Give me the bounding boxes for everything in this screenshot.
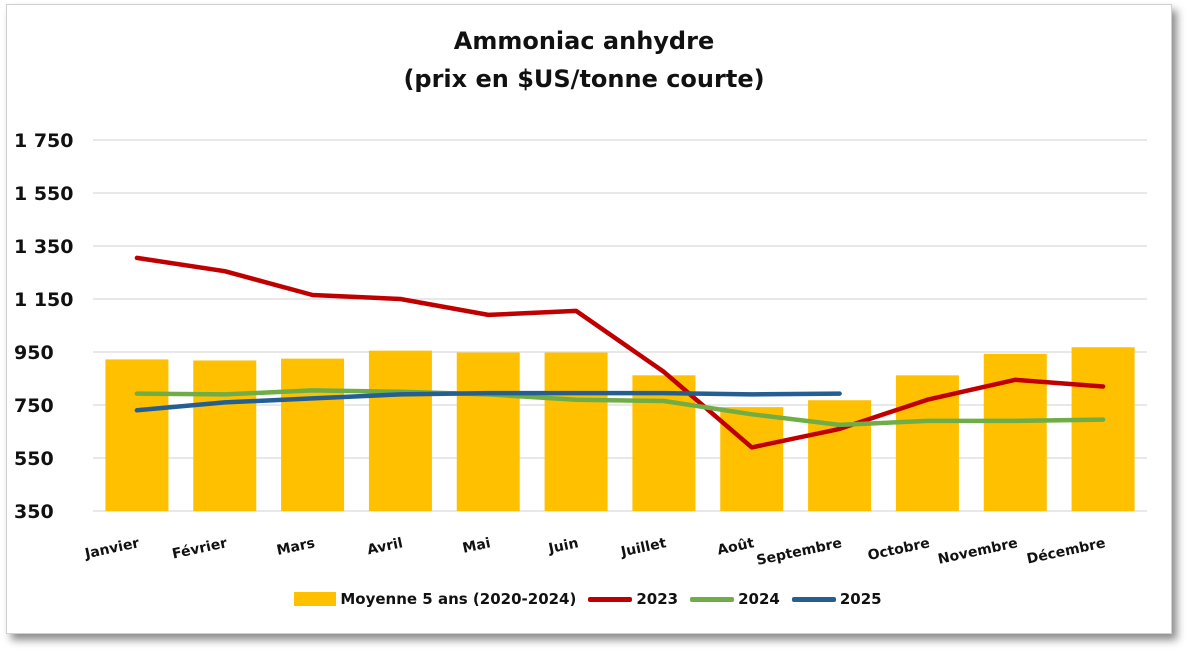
x-axis-labels: Janvier Février Mars Avril Mai Juin Juillet Aoû… — [83, 535, 1107, 569]
bar — [544, 352, 608, 511]
bar — [456, 352, 520, 511]
legend-swatch-average — [294, 592, 337, 606]
x-tick-label: Mars — [275, 535, 316, 559]
legend-label-2025: 2025 — [839, 590, 882, 608]
bar — [368, 350, 432, 511]
x-tick-label: Septembre — [755, 535, 843, 569]
legend-item-2025: 2025 — [791, 590, 882, 608]
y-tick-label: 550 — [14, 448, 54, 470]
x-tick-label: Mai — [461, 535, 492, 557]
chart-title-line-1: Ammoniac anhydre — [453, 27, 715, 55]
y-tick-label: 1 750 — [14, 130, 74, 152]
legend-item-2024: 2024 — [690, 590, 780, 608]
y-tick-label: 350 — [14, 501, 54, 523]
bar — [193, 360, 257, 511]
bar — [1071, 347, 1135, 511]
legend-swatch-2024 — [690, 596, 735, 602]
x-tick-label: Janvier — [83, 535, 141, 562]
series-lines — [134, 255, 1106, 450]
legend-item-2023: 2023 — [588, 590, 678, 608]
x-tick-label: Août — [716, 535, 756, 558]
x-tick-label: Décembre — [1025, 535, 1107, 567]
y-tick-label: 950 — [14, 342, 54, 364]
bar — [281, 358, 345, 511]
x-tick-label: Novembre — [937, 535, 1020, 567]
y-axis-labels: 1 750 1 550 1 350 1 150 950 750 550 350 — [14, 130, 74, 523]
y-tick-label: 1 350 — [14, 236, 74, 258]
legend-swatch-2025 — [791, 596, 836, 602]
bar — [720, 407, 784, 511]
y-tick-label: 1 550 — [14, 183, 74, 205]
x-tick-label: Février — [171, 535, 229, 562]
y-tick-label: 750 — [14, 395, 54, 417]
bar — [983, 353, 1047, 511]
x-tick-label: Avril — [366, 535, 405, 558]
bar — [632, 375, 696, 511]
chart-title: Ammoniac anhydre (prix en $US/tonne cour… — [0, 22, 1168, 98]
x-tick-label: Juin — [546, 535, 580, 557]
series-line-2024 — [134, 388, 1106, 428]
legend-label-average: Moyenne 5 ans (2020-2024) — [340, 590, 577, 608]
legend-label-2023: 2023 — [636, 590, 679, 608]
legend-swatch-2023 — [588, 596, 633, 602]
x-tick-label: Octobre — [866, 535, 931, 564]
series-line-2023 — [134, 255, 1106, 450]
legend: Moyenne 5 ans (2020-2024) 2023 2024 2025 — [0, 590, 1176, 608]
x-tick-label: Juillet — [619, 535, 668, 560]
gridlines — [93, 139, 1147, 512]
legend-item-average: Moyenne 5 ans (2020-2024) — [294, 590, 576, 608]
legend-label-2024: 2024 — [738, 590, 780, 608]
series-line-2025 — [134, 390, 842, 413]
y-tick-label: 1 150 — [14, 289, 74, 311]
chart-plot: 1 750 1 550 1 350 1 150 950 750 550 350 Janvier… — [14, 130, 1147, 569]
bar — [808, 400, 872, 511]
bars — [105, 347, 1135, 511]
chart-title-line-2: (prix en $US/tonne courte) — [403, 65, 765, 93]
bar — [105, 359, 169, 511]
